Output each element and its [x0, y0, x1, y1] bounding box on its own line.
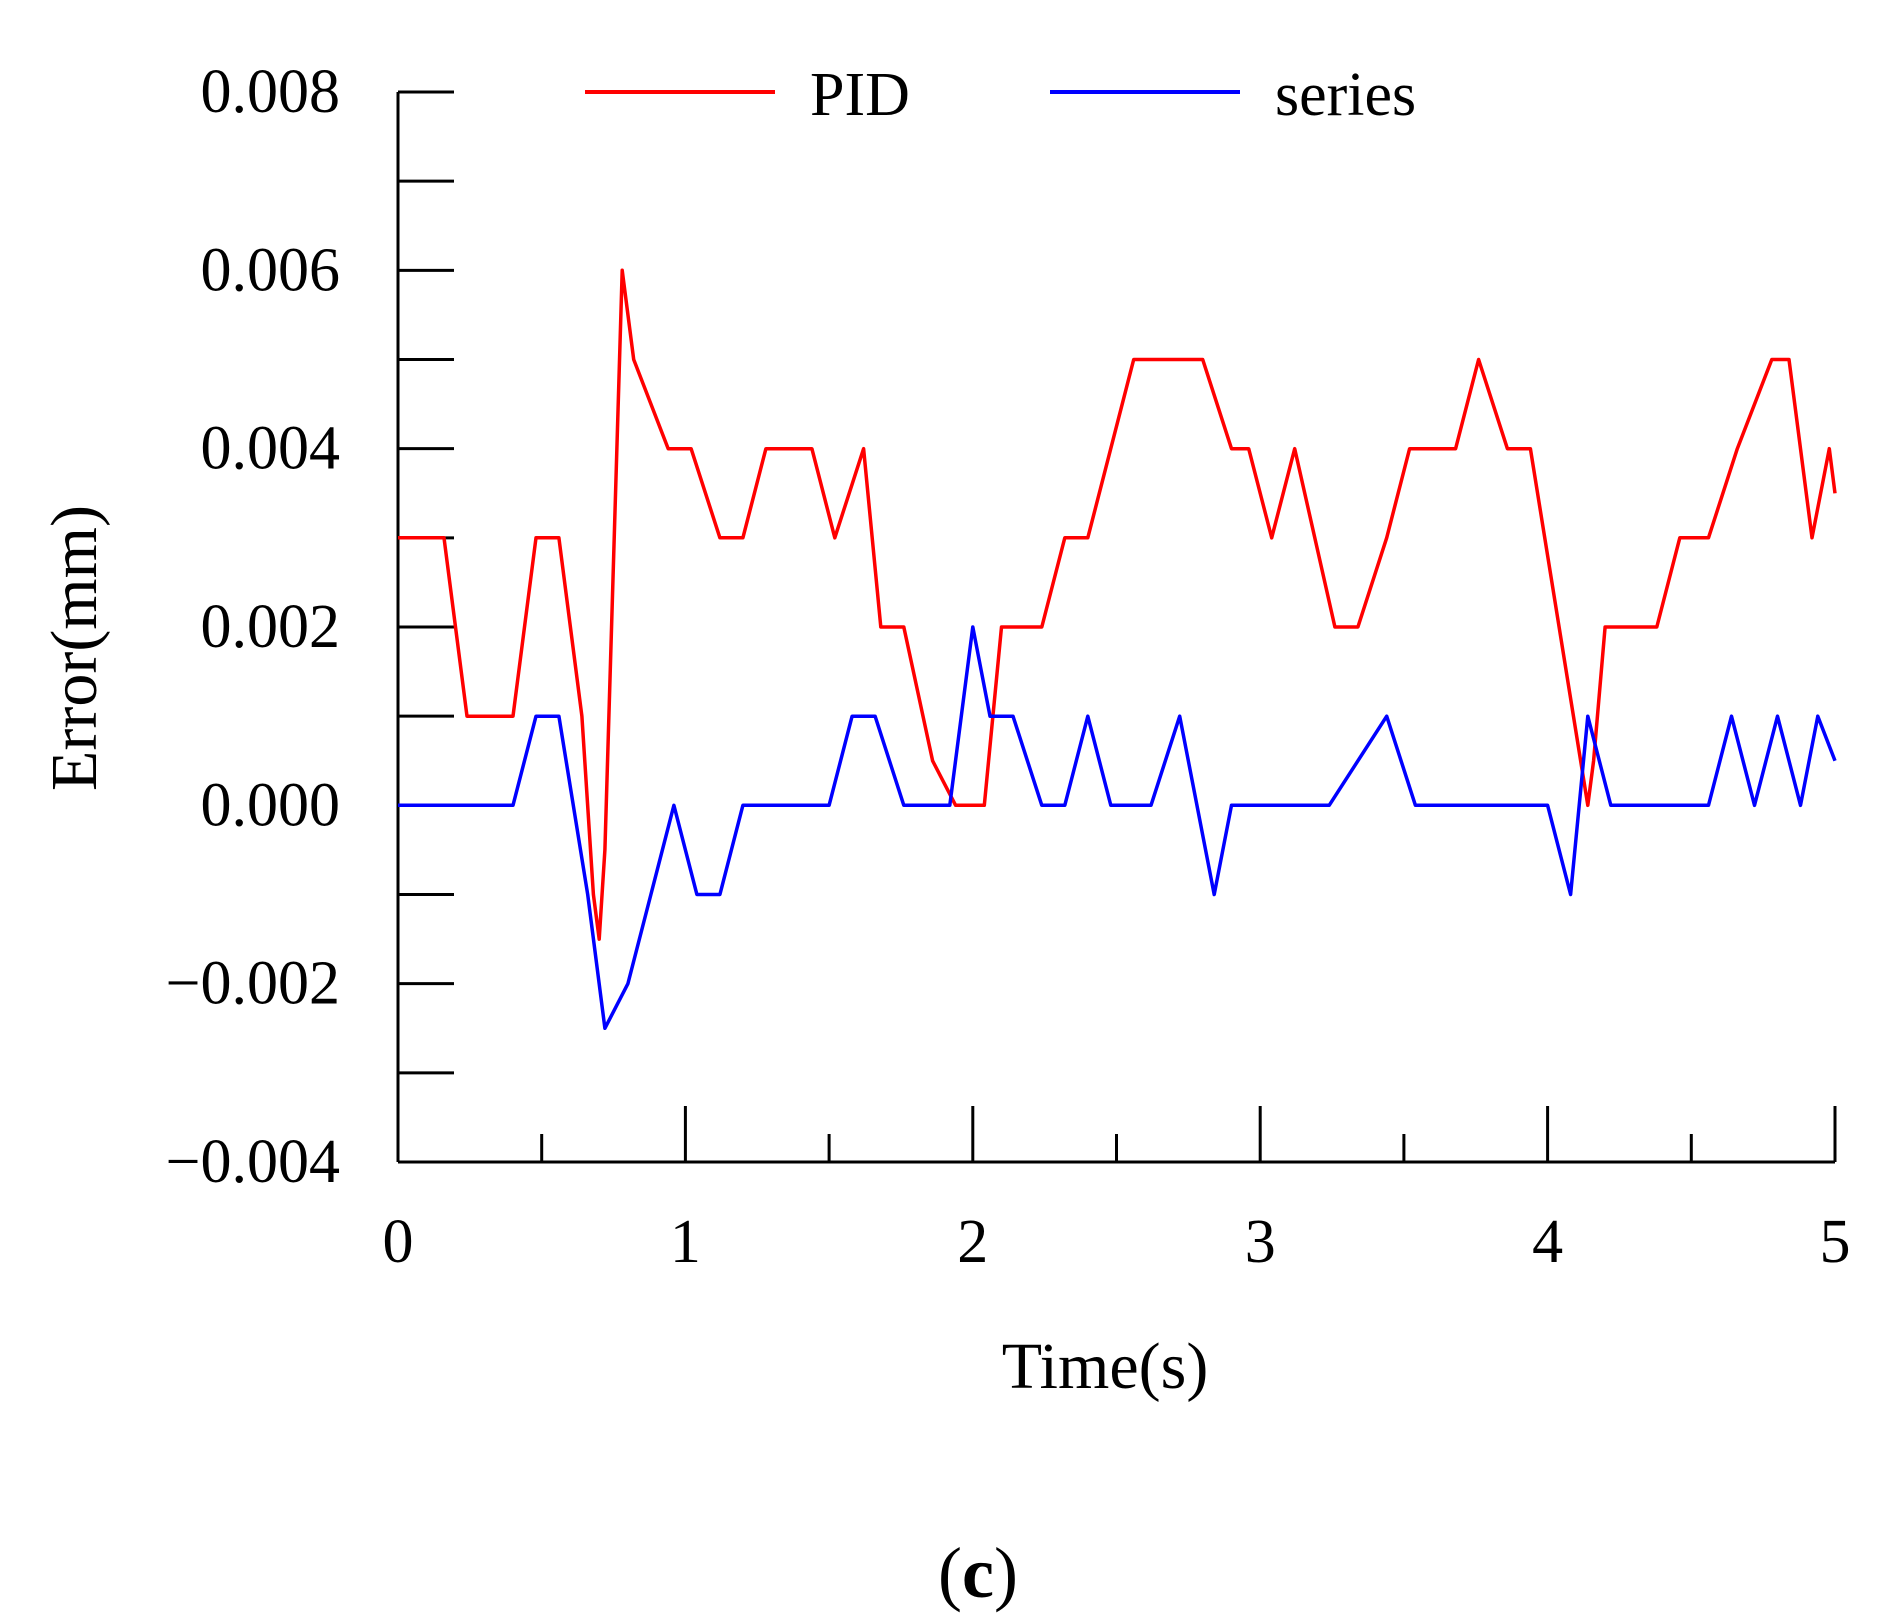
y-tick-label: −0.002 — [166, 950, 340, 1018]
x-tick-label: 3 — [1245, 1208, 1276, 1276]
panel-label: (c) — [938, 1533, 1018, 1613]
panel-label-open: ( — [938, 1533, 962, 1613]
y-tick-label: 0.006 — [201, 236, 341, 304]
legend: PID series — [585, 61, 1416, 129]
y-axis-title: Error(mm) — [38, 505, 111, 791]
axes: −0.004 −0.002 0.000 0.002 0.004 0.006 0.008 0 1 2… — [166, 58, 1851, 1276]
legend-label-pid: PID — [810, 61, 910, 129]
plot-series — [398, 268, 1837, 1031]
y-tick-label: 0.004 — [201, 415, 341, 483]
x-tick-label: 4 — [1532, 1208, 1563, 1276]
panel-label-close: ) — [994, 1533, 1018, 1613]
x-tick-label: 5 — [1820, 1208, 1851, 1276]
x-tick-label: 0 — [383, 1208, 414, 1276]
series-line-pid — [398, 268, 1837, 941]
y-tick-label: 0.002 — [201, 593, 341, 661]
y-tick-label: 0.008 — [201, 58, 341, 126]
x-axis-title: Time(s) — [1002, 1330, 1209, 1403]
legend-label-series: series — [1275, 61, 1416, 129]
series-line-series — [398, 625, 1837, 1031]
x-tick-label: 1 — [670, 1208, 701, 1276]
y-tick-label: −0.004 — [166, 1128, 340, 1196]
x-tick-label: 2 — [957, 1208, 988, 1276]
panel-label-letter: c — [962, 1533, 994, 1613]
y-tick-label: 0.000 — [201, 771, 341, 839]
